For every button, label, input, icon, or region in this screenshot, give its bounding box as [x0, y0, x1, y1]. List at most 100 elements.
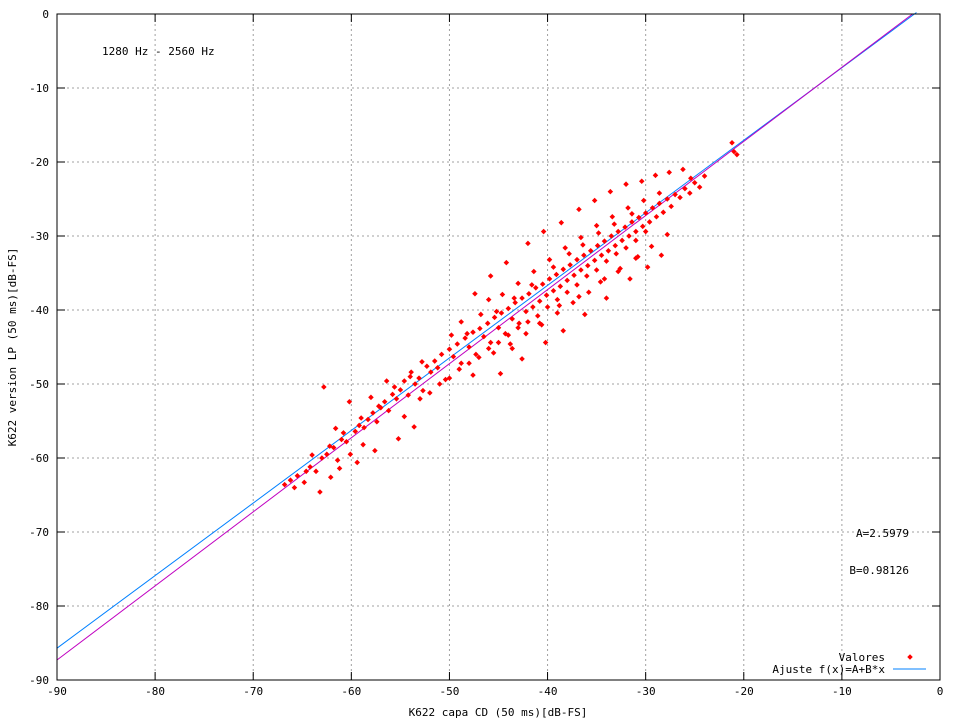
data-point	[627, 234, 631, 238]
data-point	[513, 300, 517, 304]
data-point	[688, 191, 692, 195]
data-point	[520, 296, 524, 300]
data-point	[322, 385, 326, 389]
data-point	[508, 342, 512, 346]
data-point	[500, 292, 504, 296]
data-point	[459, 361, 463, 365]
data-point	[626, 206, 630, 210]
data-point	[559, 220, 563, 224]
grid	[57, 14, 940, 680]
data-point	[624, 246, 628, 250]
data-point	[567, 252, 571, 256]
data-point	[563, 246, 567, 250]
data-point	[669, 204, 673, 208]
data-point	[594, 223, 598, 227]
data-point	[428, 391, 432, 395]
data-point	[524, 331, 528, 335]
axis-ticks	[57, 14, 940, 680]
data-point	[620, 238, 624, 242]
data-point	[459, 320, 463, 324]
data-point	[541, 229, 545, 233]
data-point	[486, 297, 490, 301]
x-tick-label: -40	[538, 685, 558, 698]
data-point	[565, 278, 569, 282]
data-point	[643, 229, 647, 233]
data-point	[318, 490, 322, 494]
data-point	[455, 342, 459, 346]
data-point	[341, 431, 345, 435]
data-point	[478, 326, 482, 330]
data-point	[551, 265, 555, 269]
x-tick-label: -60	[341, 685, 361, 698]
data-point	[353, 429, 357, 433]
y-tick-label: -10	[29, 82, 49, 95]
data-point	[613, 243, 617, 247]
data-point	[555, 311, 559, 315]
data-point	[471, 373, 475, 377]
fit-param-a: A=2.5979	[856, 527, 909, 540]
data-point	[697, 185, 701, 189]
y-tick-label: -20	[29, 156, 49, 169]
data-point	[583, 312, 587, 316]
data-point	[409, 370, 413, 374]
data-point	[467, 361, 471, 365]
data-point	[288, 478, 292, 482]
data-point	[642, 198, 646, 202]
data-point	[561, 267, 565, 271]
data-point	[586, 263, 590, 267]
data-point	[418, 397, 422, 401]
data-point	[544, 293, 548, 297]
data-point	[604, 296, 608, 300]
data-point	[491, 351, 495, 355]
data-point	[649, 244, 653, 248]
data-point	[282, 482, 286, 486]
data-point	[325, 452, 329, 456]
data-point	[531, 305, 535, 309]
data-point	[496, 340, 500, 344]
x-tick-label: 0	[937, 685, 944, 698]
data-point	[439, 352, 443, 356]
data-point	[335, 458, 339, 462]
data-point	[614, 252, 618, 256]
data-point	[355, 460, 359, 464]
data-point	[510, 346, 514, 350]
data-point	[526, 241, 530, 245]
data-point	[555, 297, 559, 301]
data-point	[579, 268, 583, 272]
x-axis-label: K622 capa CD (50 ms)[dB-FS]	[409, 706, 588, 719]
data-point	[647, 220, 651, 224]
data-point	[659, 253, 663, 257]
data-point	[547, 257, 551, 261]
data-point	[384, 379, 388, 383]
y-tick-label: -30	[29, 230, 49, 243]
x-tick-label: -10	[832, 685, 852, 698]
data-point	[361, 442, 365, 446]
data-point	[587, 290, 591, 294]
y-tick-label: -80	[29, 600, 49, 613]
data-point	[571, 300, 575, 304]
y-tick-label: 0	[42, 8, 49, 21]
data-point	[602, 277, 606, 281]
data-point	[536, 314, 540, 318]
data-point	[532, 269, 536, 273]
data-point	[538, 299, 542, 303]
data-point	[530, 283, 534, 287]
data-point	[329, 475, 333, 479]
data-point	[557, 303, 561, 307]
data-point	[561, 329, 565, 333]
data-point	[693, 181, 697, 185]
data-point	[433, 359, 437, 363]
data-point	[634, 238, 638, 242]
legend: Valores Ajuste f(x)=A+B*x	[772, 651, 926, 676]
data-point	[366, 417, 370, 421]
data-point	[488, 274, 492, 278]
data-point	[447, 347, 451, 351]
data-point	[348, 452, 352, 456]
data-point	[554, 272, 558, 276]
data-point	[333, 426, 337, 430]
data-point	[308, 465, 312, 469]
data-point	[499, 311, 503, 315]
x-tick-label: -50	[440, 685, 460, 698]
data-point	[371, 411, 375, 415]
